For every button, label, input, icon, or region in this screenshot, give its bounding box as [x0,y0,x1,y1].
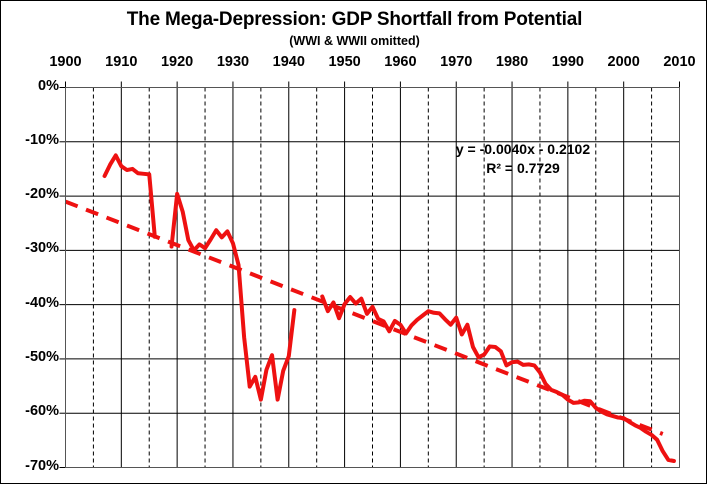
y-tick-label-0pct: 0% [38,77,59,94]
series-segment-3 [320,294,676,463]
x-tick-label-1920: 1920 [160,54,194,70]
x-tick-label-1970: 1970 [440,54,473,70]
y-tick-label-neg40pct: -40% [25,294,59,311]
chart-title: The Mega-Depression: GDP Shortfall from … [126,9,583,30]
minor-gridlines [92,87,653,468]
y-tick-label-neg60pct: -60% [25,403,59,420]
trendline-annotation: y = -0.0040x - 0.2102 R² = 0.7729 [415,140,631,178]
y-tick-label-neg10pct: -10% [25,131,59,148]
chart-subtitle: (WWI & WWII omitted) [289,34,420,48]
x-tick-label-1900: 1900 [49,54,82,70]
x-tick-label-1980: 1980 [495,54,529,70]
trendline-equation-text: y = -0.0040x - 0.2102 [455,141,591,157]
x-tick-label-1940: 1940 [272,54,305,70]
axis-tick-marks [59,81,680,468]
x-tick-label-1960: 1960 [384,54,417,70]
series-segment-2 [169,191,297,402]
r-squared-text: R² = 0.7729 [486,159,560,176]
y-tick-label-neg70pct: -70% [25,457,59,474]
x-tick-label-2010: 2010 [663,54,696,70]
plot-border [65,87,680,468]
x-tick-label-1930: 1930 [216,54,250,70]
y-tick-label-neg50pct: -50% [25,348,59,365]
data-series-gdp-shortfall [102,153,676,463]
y-tick-label-neg20pct: -20% [25,186,59,203]
x-tick-label-1910: 1910 [105,54,138,70]
x-tick-label-2000: 2000 [607,54,640,70]
x-tick-label-1990: 1990 [551,54,584,70]
series-segment-1 [102,153,157,239]
x-tick-label-1950: 1950 [328,54,361,70]
y-tick-label-neg30pct: -30% [25,240,59,257]
